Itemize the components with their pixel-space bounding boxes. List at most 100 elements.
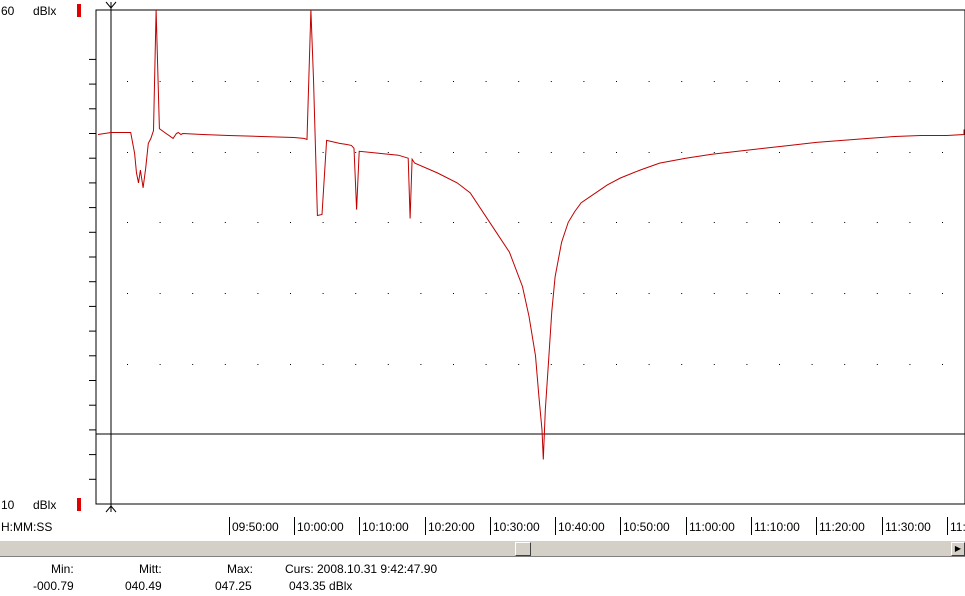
grid-dot [159,293,161,294]
grid-dot [713,152,715,153]
grid-dot [355,222,357,223]
grid-dot [876,293,878,294]
scrollbar-thumb[interactable] [515,542,531,556]
x-tick [425,517,426,535]
x-tick [686,517,687,535]
y-axis-ticks [89,58,96,480]
grid-dot [127,364,128,365]
grid-dot [387,293,389,294]
grid-dot [746,293,748,294]
grid-dot [420,152,422,153]
grid-dot [485,222,487,223]
grid-dot [779,364,780,365]
grid-dot [648,81,650,82]
x-tick [229,517,230,535]
grid-dot [942,222,943,223]
grid-dot [127,152,128,153]
grid-dot [159,364,161,365]
x-tick-label: 10:30:00 [493,520,540,534]
grid-dot [192,222,194,223]
grid-dot [942,152,943,153]
grid-dot [681,81,683,82]
grid-dot [290,293,291,294]
grid-dot [453,293,454,294]
grid-dot [453,152,454,153]
grid-dot [909,293,911,294]
grid-dot [485,81,487,82]
grid-dot [876,364,878,365]
grid-dot [942,81,943,82]
grid-dot [485,152,487,153]
grid-dot [518,222,520,223]
grid-dot [681,152,683,153]
grid-dot [550,152,552,153]
grid-dot [355,364,357,365]
grid-dot [811,293,813,294]
grid-dot [876,81,878,82]
x-tick [359,517,360,535]
grid-dot [681,364,683,365]
grid-dot [909,222,911,223]
grid-dot [616,152,617,153]
grid-dot [713,293,715,294]
grid-dot [290,81,291,82]
grid-dot [779,222,780,223]
grid-dot [387,81,389,82]
scroll-right-arrow-icon[interactable]: ▶ [951,542,965,556]
grid-dot [909,152,911,153]
grid-dot [713,81,715,82]
grid-dot [583,364,585,365]
cursor-bottom-handle[interactable] [105,505,117,513]
grid-dot [616,81,617,82]
y-max-marker[interactable] [77,4,81,17]
grid-dot [746,81,748,82]
grid-dot [681,293,683,294]
grid-dot [290,364,291,365]
y-unit-top: dBlx [33,4,57,18]
x-tick-label: 11:10:00 [754,520,800,534]
grid-dot [355,152,357,153]
grid-dot [224,364,226,365]
grid-dot [616,222,617,223]
grid-dot [811,222,813,223]
x-tick-label: 09:50:00 [232,520,279,534]
grid-dot [648,364,650,365]
x-tick-label: 10:00:00 [297,520,344,534]
grid-dot [583,293,585,294]
grid-dot [844,293,846,294]
grid-dot [387,222,389,223]
cursor-label: Curs: 2008.10.31 9:42:47.90 [285,562,438,576]
grid-dot [909,81,911,82]
grid-dot [909,364,911,365]
grid-dot [159,222,161,223]
cursor-value: 043.35 dBlx [289,579,353,593]
grid-dot [746,222,748,223]
grid-dot [420,222,422,223]
grid-dot [192,293,194,294]
grid-dot [876,222,878,223]
y-unit-bottom: dBlx [33,498,57,512]
grid-dot [192,81,194,82]
grid-dot [485,364,487,365]
x-tick-label: 10:20:00 [428,520,475,534]
grid-dot [453,222,454,223]
x-tick-label: 11:00:00 [689,520,735,534]
grid-dot [257,222,259,223]
horizontal-scrollbar[interactable]: ▶ [0,540,965,557]
x-tick [620,517,621,535]
grid-dot [257,364,259,365]
grid-dot [224,293,226,294]
max-label: Max: [227,562,254,576]
grid-dot [420,364,422,365]
x-tick [882,517,883,535]
grid-dot [518,293,520,294]
grid-dot [322,293,324,294]
x-tick-label: 11:20:00 [819,520,865,534]
cursor-top-handle[interactable] [105,1,117,9]
y-min-marker[interactable] [77,498,81,511]
grid-dot [355,81,357,82]
x-tick-label: 11:40:00 [950,520,965,534]
min-label: Min: [51,562,74,576]
grid-dot [322,152,324,153]
grid-dot [779,152,780,153]
